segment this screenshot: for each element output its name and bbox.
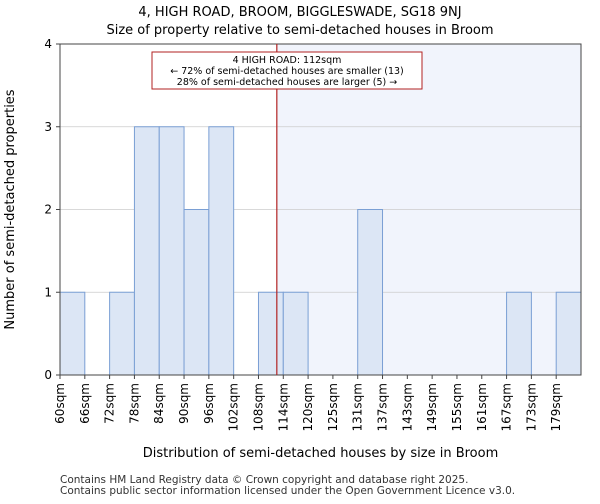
chart-subtitle: Size of property relative to semi-detach… xyxy=(106,23,493,38)
x-tick-label: 114sqm xyxy=(276,383,290,431)
x-tick-label: 84sqm xyxy=(152,383,166,424)
x-tick-label: 179sqm xyxy=(549,383,563,431)
x-tick-label: 161sqm xyxy=(475,383,489,431)
bar-179sqm xyxy=(555,291,582,376)
y-tick-label: 0 xyxy=(44,368,52,382)
x-tick-label: 60sqm xyxy=(53,383,67,424)
x-tick-label: 131sqm xyxy=(351,383,365,431)
annotation-line-3: 28% of semi-detached houses are larger (… xyxy=(177,77,397,88)
x-tick-label: 108sqm xyxy=(251,383,265,431)
bar-96sqm xyxy=(208,126,235,376)
x-tick-label: 102sqm xyxy=(227,383,241,431)
bar-72sqm xyxy=(109,291,135,376)
bar-114sqm xyxy=(282,291,309,376)
bar-84sqm xyxy=(158,126,185,376)
x-tick-label: 66sqm xyxy=(78,383,92,424)
annotation-box xyxy=(151,51,423,90)
annotation-line-1: 4 HIGH ROAD: 112sqm xyxy=(233,55,342,66)
x-tick-label: 120sqm xyxy=(301,383,315,431)
y-tick-label: 4 xyxy=(44,37,52,51)
x-tick-label: 78sqm xyxy=(127,383,141,424)
x-tick-label: 137sqm xyxy=(376,383,390,431)
footer-licence: Contains public sector information licen… xyxy=(60,485,516,497)
x-tick-label: 173sqm xyxy=(524,383,538,431)
annotation-line-2: ← 72% of semi-detached houses are smalle… xyxy=(170,66,404,77)
x-tick-label: 155sqm xyxy=(450,383,464,431)
bar-131sqm xyxy=(357,209,384,376)
x-tick-label: 125sqm xyxy=(326,383,340,431)
x-tick-label: 149sqm xyxy=(425,383,439,431)
y-tick-label: 2 xyxy=(44,203,52,217)
chart-title: 4, HIGH ROAD, BROOM, BIGGLESWADE, SG18 9… xyxy=(138,5,461,20)
bar-167sqm xyxy=(506,291,532,376)
x-tick-label: 72sqm xyxy=(103,383,117,424)
y-tick-label: 1 xyxy=(44,285,52,299)
footer-copyright: Contains HM Land Registry data © Crown c… xyxy=(60,474,469,486)
x-tick-label: 90sqm xyxy=(177,383,191,424)
x-tick-label: 96sqm xyxy=(202,383,216,424)
x-tick-label: 143sqm xyxy=(400,383,414,431)
bar-90sqm xyxy=(183,209,210,376)
bar-60sqm xyxy=(59,291,86,376)
bar-108sqm xyxy=(257,291,284,376)
bar-78sqm xyxy=(133,126,160,376)
x-axis-label: Distribution of semi-detached houses by … xyxy=(143,446,499,461)
y-axis-label: Number of semi-detached properties xyxy=(3,89,18,329)
y-tick-label: 3 xyxy=(44,120,52,134)
x-tick-label: 167sqm xyxy=(500,383,514,431)
